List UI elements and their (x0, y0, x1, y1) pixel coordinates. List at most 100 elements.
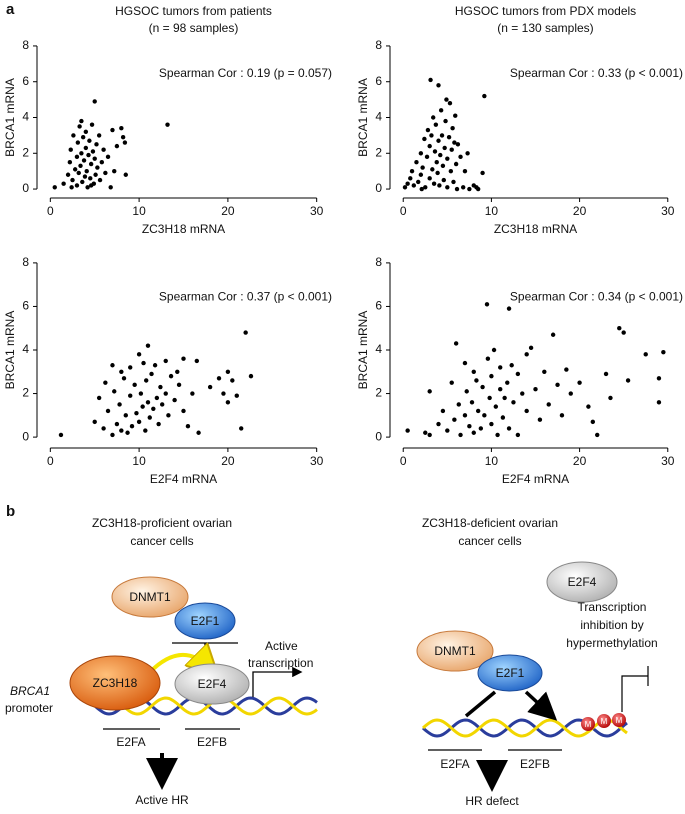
point (123, 172, 128, 177)
point (70, 177, 75, 183)
point (248, 373, 254, 379)
point (243, 330, 248, 335)
point (656, 376, 662, 381)
title: ZC3H18-proficient ovarian (92, 516, 232, 530)
y-tick-label: 0 (22, 429, 29, 443)
point (80, 134, 86, 140)
point (440, 163, 446, 168)
point (156, 421, 161, 427)
title: cancer cells (458, 534, 521, 548)
point (105, 154, 111, 160)
point (435, 170, 440, 176)
point (500, 415, 506, 420)
y-tick-label: 6 (375, 299, 382, 313)
point (99, 160, 105, 165)
point (172, 397, 177, 403)
methyl-label: M (601, 717, 608, 726)
point (96, 133, 102, 138)
methyl (612, 713, 626, 727)
y-tick-label: 0 (375, 429, 382, 443)
point (478, 426, 484, 431)
label: Transcription (578, 600, 647, 614)
point (95, 165, 100, 170)
methyl (597, 714, 611, 728)
x-axis-label: E2F4 mRNA (150, 472, 217, 486)
point (181, 356, 186, 361)
point (132, 382, 137, 388)
point (234, 393, 239, 398)
point (225, 369, 231, 374)
point (110, 127, 115, 133)
y-tick-label: 6 (22, 74, 29, 88)
protein (416, 630, 494, 672)
point (515, 432, 521, 438)
point (409, 168, 415, 174)
point (65, 172, 71, 177)
point (121, 376, 127, 381)
point (656, 400, 662, 405)
point (207, 384, 213, 390)
point (515, 371, 521, 377)
annotation: Spearman Cor : 0.37 (p < 0.001) (159, 289, 332, 303)
x-tick-label: 10 (485, 204, 499, 218)
point (471, 430, 476, 435)
point (72, 167, 78, 172)
label: E2FA (116, 735, 145, 749)
point (625, 378, 631, 383)
point (122, 140, 128, 145)
point (230, 378, 235, 383)
point (119, 369, 124, 374)
point (168, 373, 174, 379)
point (621, 330, 626, 335)
point (181, 408, 186, 414)
point (151, 406, 156, 411)
label: BRCA1 (10, 684, 50, 698)
point (128, 393, 133, 398)
point (480, 384, 485, 390)
point (68, 147, 73, 152)
point (154, 395, 160, 401)
y-tick-label: 6 (22, 299, 29, 313)
point (158, 384, 163, 390)
point (159, 402, 165, 407)
point (134, 410, 139, 416)
point (436, 138, 441, 143)
chart-subtitle: (n = 98 samples) (149, 21, 239, 35)
point (52, 185, 57, 190)
point (440, 408, 446, 414)
point (128, 365, 133, 370)
point (425, 127, 431, 133)
point (520, 391, 525, 396)
point (542, 369, 547, 374)
point (93, 172, 98, 177)
point (445, 156, 450, 161)
point (493, 404, 499, 409)
point (112, 168, 117, 174)
point (94, 142, 99, 147)
point (414, 160, 419, 165)
point (586, 404, 591, 409)
label: Active HR (135, 793, 189, 807)
y-tick-label: 8 (375, 38, 382, 52)
point (82, 174, 88, 179)
point (489, 421, 494, 427)
point (216, 376, 222, 381)
point (438, 152, 443, 158)
arrow (148, 655, 210, 672)
point (144, 378, 149, 383)
point (225, 400, 231, 405)
dna (93, 696, 318, 716)
point (80, 179, 85, 185)
point (418, 172, 424, 177)
point (76, 170, 81, 176)
protein-label: E2F1 (191, 614, 220, 628)
charts: HGSOC tumors from patients (n = 98 sample… (3, 4, 683, 486)
y-axis-label: BRCA1 mRNA (3, 311, 17, 390)
point (123, 413, 128, 418)
point (555, 382, 560, 388)
x-tick-label: 0 (47, 454, 54, 468)
point (402, 185, 408, 190)
x-tick-label: 10 (485, 454, 499, 468)
point (97, 177, 103, 183)
